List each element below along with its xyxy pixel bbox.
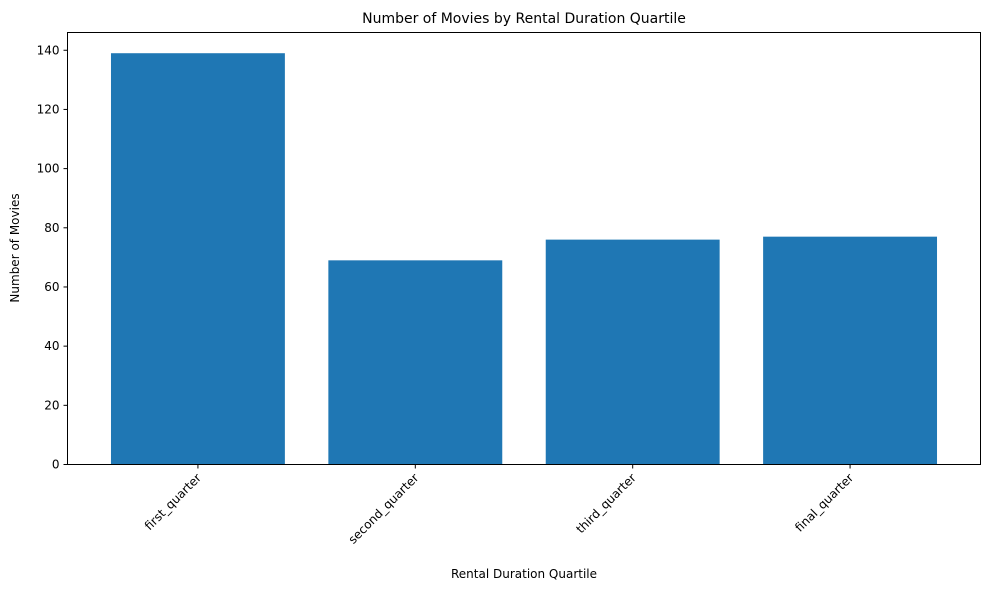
y-tick-label: 100 <box>37 162 60 176</box>
y-tick-label: 80 <box>44 221 59 235</box>
x-tick-label: third_quarter <box>573 471 638 536</box>
y-tick-label: 140 <box>37 43 60 57</box>
bar-third_quarter <box>545 239 720 465</box>
x-tick-label: final_quarter <box>792 471 856 535</box>
bar-second_quarter <box>328 260 503 465</box>
x-tick-label: first_quarter <box>142 471 204 533</box>
y-tick-label: 20 <box>44 398 59 412</box>
bar-final_quarter <box>763 236 938 465</box>
x-axis-label: Rental Duration Quartile <box>451 567 597 581</box>
y-tick-label: 120 <box>37 102 60 116</box>
plot-frame <box>67 32 981 465</box>
y-tick-label: 40 <box>44 339 59 353</box>
y-tick-label: 60 <box>44 280 59 294</box>
x-tick-label: second_quarter <box>346 471 422 547</box>
plot-area: 0 20 40 60 80 100 120 140 first_quarter second_qu… <box>37 43 938 547</box>
y-tick-label: 0 <box>52 458 60 472</box>
bar-first_quarter <box>110 53 285 465</box>
y-axis-label: Number of Movies <box>8 193 22 302</box>
chart-title: Number of Movies by Rental Duration Quar… <box>362 11 686 27</box>
